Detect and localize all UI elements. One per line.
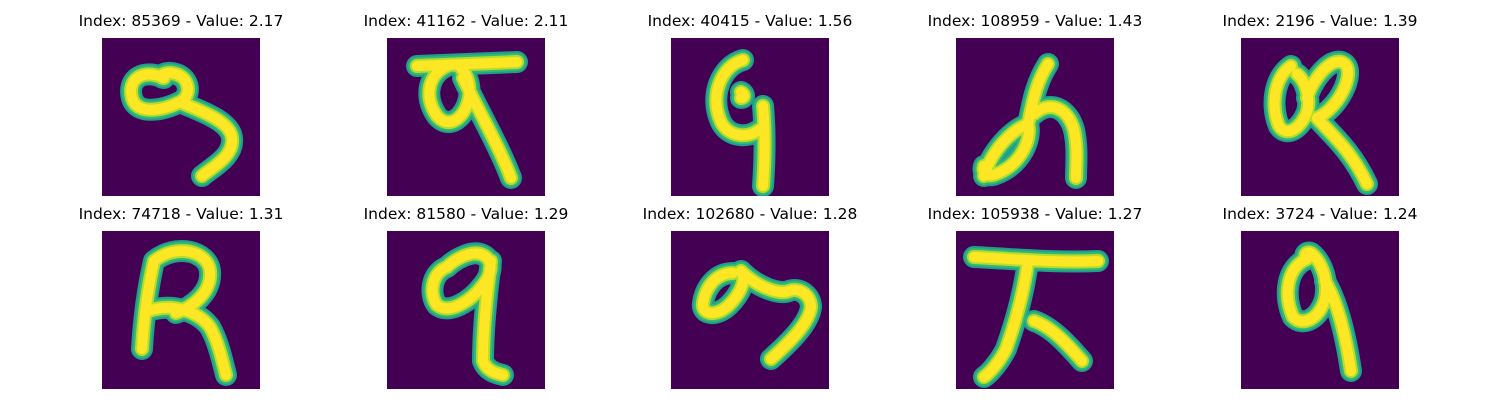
- image-panel: Index: 41162 - Value: 2.11: [351, 10, 581, 196]
- image-panel: Index: 81580 - Value: 1.29: [351, 203, 581, 389]
- panel-caption: Index: 2196 - Value: 1.39: [1222, 12, 1418, 30]
- glyph-image: [102, 231, 260, 389]
- glyph-stroke: [697, 266, 816, 364]
- glyph-stroke: [969, 252, 1103, 382]
- glyph-stroke: [137, 245, 231, 380]
- image-background: [102, 38, 260, 196]
- glyph-stroke: [1282, 247, 1356, 376]
- panel-caption: Index: 105938 - Value: 1.27: [927, 205, 1143, 223]
- glyph-image: [956, 231, 1114, 389]
- panel-caption: Index: 85369 - Value: 2.17: [78, 12, 284, 30]
- panel-caption: Index: 40415 - Value: 1.56: [647, 12, 853, 30]
- glyph-stroke: [126, 67, 238, 181]
- glyph-image: [956, 38, 1114, 196]
- panel-caption: Index: 74718 - Value: 1.31: [78, 205, 284, 223]
- panel-caption: Index: 108959 - Value: 1.43: [927, 12, 1143, 30]
- glyph-image: [1241, 231, 1399, 389]
- glyph-image: [671, 38, 829, 196]
- panel-caption: Index: 81580 - Value: 1.29: [363, 205, 569, 223]
- glyph-stroke: [1269, 56, 1372, 189]
- glyph-stroke: [427, 248, 508, 380]
- glyph-stroke: [412, 57, 522, 183]
- image-panel: Index: 74718 - Value: 1.31: [66, 203, 296, 389]
- glyph-image: [671, 231, 829, 389]
- image-panel: Index: 85369 - Value: 2.17: [66, 10, 296, 196]
- image-panel: Index: 108959 - Value: 1.43: [920, 10, 1150, 196]
- glyph-stroke: [978, 59, 1082, 183]
- image-panel: Index: 102680 - Value: 1.28: [635, 203, 865, 389]
- panel-caption: Index: 102680 - Value: 1.28: [642, 205, 858, 223]
- image-panel: Index: 3724 - Value: 1.24: [1205, 203, 1435, 389]
- panel-caption: Index: 3724 - Value: 1.24: [1222, 205, 1418, 223]
- image-panel: Index: 105938 - Value: 1.27: [920, 203, 1150, 389]
- glyph-image: [387, 38, 545, 196]
- glyph-image: [1241, 38, 1399, 196]
- glyph-stroke: [711, 55, 770, 191]
- glyph-image: [387, 231, 545, 389]
- glyph-image: [102, 38, 260, 196]
- panel-caption: Index: 41162 - Value: 2.11: [363, 12, 569, 30]
- image-panel: Index: 2196 - Value: 1.39: [1205, 10, 1435, 196]
- image-panel: Index: 40415 - Value: 1.56: [635, 10, 865, 196]
